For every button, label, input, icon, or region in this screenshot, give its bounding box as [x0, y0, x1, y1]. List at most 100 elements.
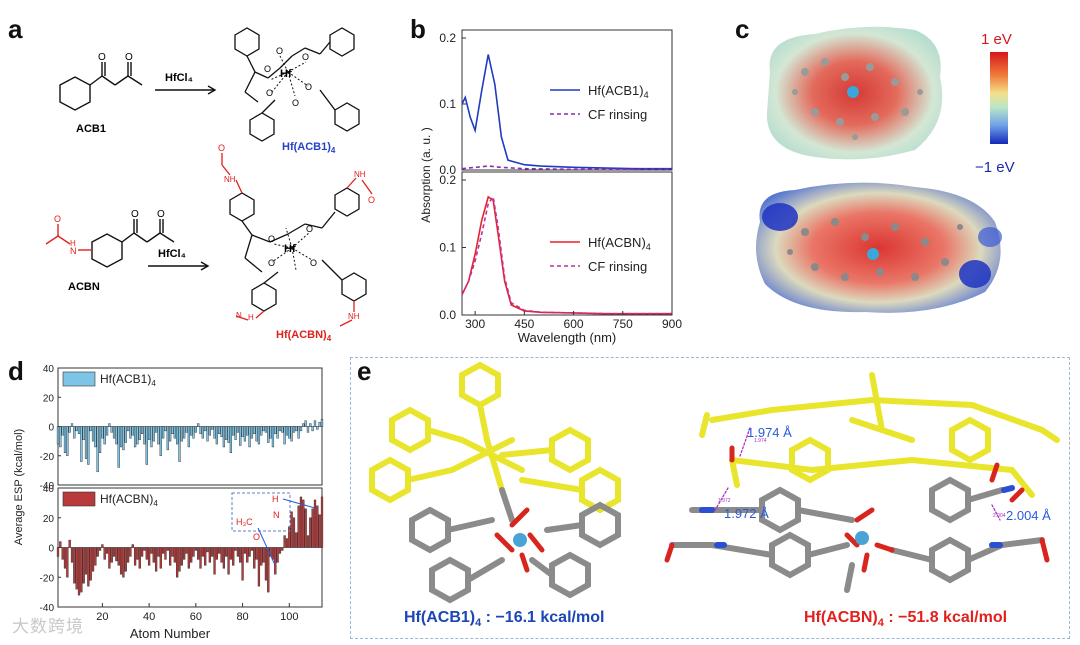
svg-text:O: O — [268, 234, 275, 244]
esp-bar — [115, 426, 118, 445]
esp-bar — [176, 426, 179, 445]
esp-bar — [105, 426, 109, 436]
absorption-plot-frame-0 — [461, 29, 673, 171]
esp-bar — [138, 547, 141, 569]
esp-bar — [260, 547, 263, 566]
esp-bar — [190, 547, 193, 563]
y-axis-label: Absorption (a. u. ) — [419, 127, 433, 222]
esp-bar — [311, 426, 314, 432]
esp-bar — [206, 547, 209, 553]
esp-bar — [276, 426, 279, 439]
mini-distance-3: 2.004 — [993, 513, 1006, 519]
esp-bar — [56, 547, 60, 557]
esp-bar — [68, 539, 71, 548]
esp-bar — [283, 535, 286, 548]
esp-bar — [236, 426, 240, 433]
structure-hf-acbn — [664, 372, 1060, 593]
esp-bar — [122, 426, 125, 451]
esp-bar — [112, 426, 116, 439]
esp-bar — [94, 426, 97, 448]
series-line-sample — [461, 195, 672, 315]
esp-bar — [91, 547, 95, 572]
esp-bar — [299, 496, 303, 548]
esp-bar — [180, 547, 183, 566]
inset-o: O — [253, 532, 260, 542]
esp-bar — [302, 499, 305, 548]
esp-bar — [101, 426, 104, 439]
esp-bar — [262, 547, 265, 563]
esp-bar — [204, 547, 207, 566]
esp-bar — [73, 547, 76, 584]
esp-bar — [124, 547, 127, 572]
esp-bar — [143, 547, 146, 551]
esp-bar — [117, 547, 120, 566]
acb1-benzene-ring — [59, 76, 91, 111]
esp-bar — [208, 547, 211, 563]
esp-bar — [246, 547, 249, 563]
scale-bottom-label: −1 eV — [975, 159, 1015, 176]
esp-bar — [220, 547, 223, 563]
inset-n: N — [273, 510, 280, 520]
esp-bar — [162, 547, 165, 554]
panel-a-letter: a — [8, 14, 23, 44]
esp-bar — [103, 547, 106, 560]
esp-bar — [227, 547, 230, 575]
esp-bar — [236, 547, 240, 557]
esp-bar — [278, 426, 282, 432]
y-tick-label: -40 — [40, 481, 55, 492]
distance-2: 1.972 Å — [724, 506, 769, 521]
x-tick-label: 80 — [236, 611, 248, 623]
esp-bar — [87, 426, 90, 465]
esp-bar — [68, 426, 71, 433]
esp-bar — [197, 423, 200, 427]
esp-bar — [129, 547, 132, 557]
esp-bar — [220, 426, 223, 437]
esp-bar — [206, 426, 209, 442]
esp-bar — [154, 547, 158, 572]
esp-bar — [80, 547, 83, 593]
esp-bar — [292, 517, 296, 548]
esp-bar — [147, 426, 151, 440]
x-tick-label: 600 — [564, 317, 584, 331]
esp-bar — [180, 426, 183, 442]
esp-bar — [126, 426, 130, 432]
esp-bar — [190, 426, 193, 436]
esp-bar — [119, 426, 123, 448]
esp-bar — [75, 426, 78, 432]
esp-bar — [313, 420, 317, 427]
inset-arrow-2 — [257, 527, 276, 566]
esp-bar — [218, 547, 221, 554]
esp-bar — [98, 426, 102, 454]
esp-bar — [77, 426, 81, 435]
esp-surface-acbn — [756, 182, 1002, 313]
esp-bar — [105, 547, 109, 554]
esp-bar — [225, 547, 228, 557]
x-tick-label: 750 — [613, 317, 633, 331]
esp-bar — [84, 426, 88, 459]
y-tick-label: 0 — [48, 544, 54, 555]
esp-bar — [253, 547, 256, 569]
esp-bar — [218, 426, 221, 435]
esp-bar — [169, 426, 172, 442]
esp-bar — [264, 547, 268, 581]
esp-bar — [246, 426, 249, 436]
svg-text:O: O — [157, 209, 165, 220]
inset-box — [231, 492, 291, 532]
esp-bar — [257, 547, 261, 587]
esp-bar — [110, 426, 113, 433]
esp-bar — [295, 426, 298, 432]
legend-label-dashed: CF rinsing — [588, 259, 647, 274]
panel-e-frame — [350, 357, 1070, 639]
y-tick-label: 0.2 — [439, 173, 456, 187]
esp-bar — [211, 426, 214, 430]
esp-bar — [126, 547, 130, 563]
esp-bar — [98, 547, 102, 551]
esp-bar — [166, 426, 169, 451]
esp-bar — [152, 547, 155, 563]
esp-bar — [320, 418, 324, 427]
esp-bar — [166, 547, 169, 551]
esp-bar — [290, 511, 293, 548]
esp-bar — [63, 426, 67, 454]
esp-bar — [229, 547, 233, 560]
esp-bar — [136, 426, 139, 445]
